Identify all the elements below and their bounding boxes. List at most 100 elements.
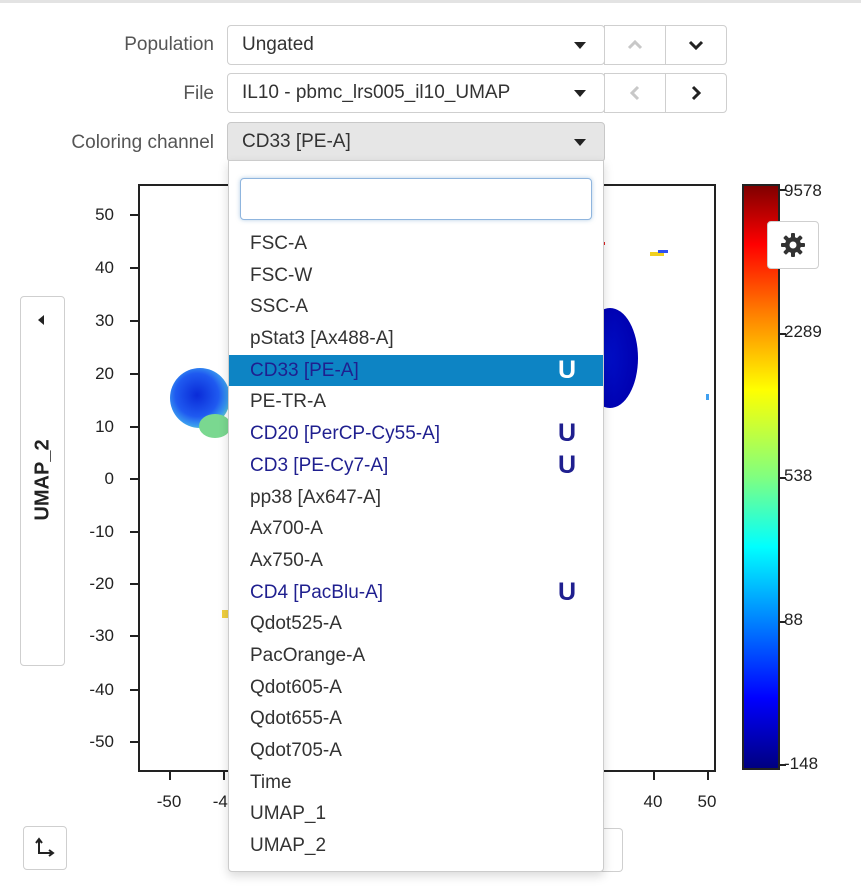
chevron-left-icon — [630, 85, 640, 101]
file-next-button[interactable] — [665, 73, 727, 113]
channel-option-label: FSC-A — [250, 233, 307, 254]
channel-option[interactable]: CD4 [PacBlu-A] U — [229, 577, 603, 609]
channel-option-selected[interactable]: CD33 [PE-A] U — [229, 354, 603, 387]
collapse-triangle-icon[interactable] — [38, 315, 44, 325]
file-prev-button[interactable] — [604, 73, 666, 113]
colorbar-label: -148 — [784, 754, 819, 773]
y-tick-mark — [130, 214, 138, 216]
channel-option-label: Qdot605-A — [250, 676, 342, 698]
top-border — [0, 0, 861, 3]
channel-option[interactable]: FSC-A — [229, 228, 603, 260]
x-tick-mark — [707, 772, 709, 780]
colorbar-label: 2289 — [784, 322, 822, 341]
used-marker: U — [558, 577, 577, 606]
file-value: IL10 - pbmc_lrs005_il10_UMAP — [242, 82, 511, 103]
swap-axes-icon — [35, 837, 55, 857]
colorbar-tick — [780, 189, 786, 191]
cell-cluster — [170, 368, 230, 428]
colorbar-tick — [780, 333, 786, 335]
population-value: Ungated — [242, 34, 314, 55]
caret-down-icon — [574, 42, 586, 49]
channel-option[interactable]: pp38 [Ax647-A] — [229, 482, 603, 514]
channel-option-label: Ax700-A — [250, 518, 323, 540]
population-select[interactable]: Ungated — [227, 25, 605, 65]
y-axis-panel[interactable]: UMAP_2 — [20, 296, 65, 666]
channel-option-label: CD3 [PE-Cy7-A] — [250, 454, 389, 476]
channel-option[interactable]: PacOrange-A — [229, 640, 603, 672]
cell-speck — [706, 394, 709, 400]
caret-down-icon — [574, 90, 586, 97]
channel-option[interactable]: Ax750-A — [229, 545, 603, 577]
channel-option[interactable]: SSC-A — [229, 291, 603, 323]
channel-option-label: SSC-A — [250, 296, 309, 318]
y-tick-label: 50 — [95, 205, 114, 224]
y-tick-mark — [130, 583, 138, 585]
cell-speck — [222, 610, 230, 618]
gear-icon — [781, 233, 805, 257]
colorbar-tick — [780, 621, 786, 623]
channel-option-label: FSC-W — [250, 264, 313, 286]
x-tick-label: 40 — [643, 792, 663, 811]
caret-down-icon — [574, 139, 586, 146]
cell-speck — [650, 252, 664, 256]
channel-option[interactable]: Qdot655-A — [229, 703, 603, 735]
channel-option[interactable]: Qdot605-A — [229, 672, 603, 704]
cell-cluster — [199, 414, 231, 438]
channel-option-label: Time — [250, 771, 292, 793]
y-tick-label: -40 — [89, 680, 114, 699]
channel-option[interactable]: UMAP_1 — [229, 798, 603, 830]
y-tick-label: -50 — [89, 732, 114, 751]
chevron-up-icon — [627, 40, 643, 50]
channel-option-label: Qdot525-A — [250, 613, 342, 635]
channel-option[interactable]: UMAP_2 — [229, 830, 603, 862]
cell-speck — [658, 250, 668, 253]
channel-option-label: Qdot705-A — [250, 740, 342, 761]
channel-option-label: UMAP_2 — [250, 835, 327, 857]
colorbar-label: 538 — [784, 466, 813, 485]
channel-option[interactable]: CD3 [PE-Cy7-A] U — [229, 450, 603, 482]
channel-option-label: Qdot655-A — [250, 708, 342, 730]
file-label: File — [183, 83, 214, 104]
y-tick-label: 0 — [104, 469, 114, 488]
x-tick-label: -50 — [156, 792, 182, 811]
channel-search-input[interactable] — [240, 178, 592, 220]
channel-option[interactable]: FSC-W — [229, 260, 603, 292]
y-tick-label: -30 — [89, 626, 114, 645]
x-tick-mark — [653, 772, 655, 780]
colorbar-label: 9578 — [784, 181, 822, 200]
population-down-button[interactable] — [665, 25, 727, 65]
coloring-channel-label: Coloring channel — [71, 132, 214, 153]
y-tick-mark — [130, 373, 138, 375]
swap-axes-button[interactable] — [23, 826, 67, 870]
channel-option[interactable]: pStat3 [Ax488-A] — [229, 323, 603, 355]
channel-option[interactable]: PE-TR-A — [229, 386, 603, 418]
y-axis-label: UMAP_2 — [31, 439, 54, 521]
file-select[interactable]: IL10 - pbmc_lrs005_il10_UMAP — [227, 73, 605, 113]
coloring-channel-select[interactable]: CD33 [PE-A] — [227, 122, 605, 162]
population-label: Population — [124, 34, 214, 55]
channel-option[interactable]: Qdot705-A — [229, 735, 603, 767]
channel-option-label: PE-TR-A — [250, 391, 326, 413]
y-tick-mark — [130, 320, 138, 322]
channel-option[interactable]: Time — [229, 767, 603, 799]
y-tick-mark — [130, 635, 138, 637]
channel-option[interactable]: Qdot525-A — [229, 608, 603, 640]
y-tick-mark — [130, 741, 138, 743]
colorbar-tick — [780, 764, 786, 766]
chevron-right-icon — [691, 85, 701, 101]
used-marker: U — [558, 419, 577, 448]
channel-option-label: CD20 [PerCP-Cy55-A] — [250, 423, 441, 445]
channel-option-label: Ax750-A — [250, 549, 323, 571]
y-tick-label: -10 — [89, 522, 114, 541]
y-tick-label: -20 — [89, 574, 114, 593]
y-tick-mark — [130, 267, 138, 269]
channel-option[interactable]: CD20 [PerCP-Cy55-A] U — [229, 418, 603, 450]
population-up-button[interactable] — [604, 25, 666, 65]
channel-option[interactable]: Ax700-A — [229, 513, 603, 545]
channel-option-label: PacOrange-A — [250, 644, 366, 666]
channel-option-label: pp38 [Ax647-A] — [250, 486, 381, 508]
settings-button[interactable] — [767, 221, 819, 269]
used-marker: U — [558, 355, 577, 384]
y-tick-label: 20 — [95, 364, 114, 383]
channel-option-label: pStat3 [Ax488-A] — [250, 328, 394, 350]
